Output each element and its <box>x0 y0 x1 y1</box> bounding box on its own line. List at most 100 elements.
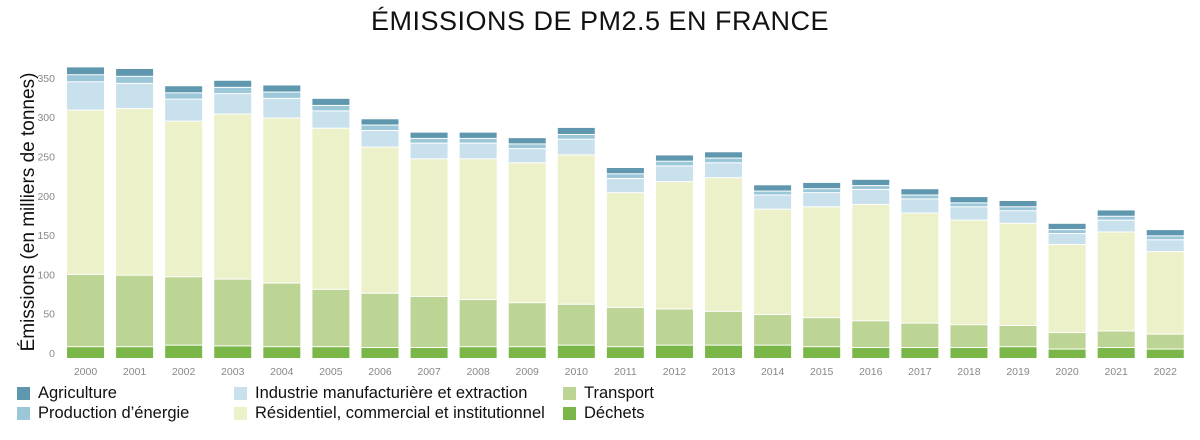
bar-segment <box>606 193 644 307</box>
bar-segment <box>901 195 939 199</box>
bar-segment <box>1097 216 1135 220</box>
bar-segment <box>901 199 939 213</box>
bar-segment <box>1048 333 1086 349</box>
legend-swatch-production-energie <box>17 407 30 420</box>
bar-segment <box>999 223 1037 325</box>
bar-segment <box>705 152 743 158</box>
legend-swatch-dechets <box>563 407 576 420</box>
x-tick-label: 2007 <box>417 366 441 378</box>
bar-segment <box>1048 223 1086 230</box>
chart-title: ÉMISSIONS DE PM2.5 EN FRANCE <box>370 6 830 36</box>
bar-segment <box>67 75 104 82</box>
bar-segment <box>950 325 988 347</box>
bar-segment <box>999 201 1037 207</box>
bar-segment <box>950 203 988 207</box>
bar-segment <box>1097 232 1135 331</box>
x-tick-label: 2018 <box>957 366 981 378</box>
bar-segment <box>214 279 252 346</box>
bar-segment <box>803 182 841 189</box>
bar-segment <box>214 346 252 358</box>
bar-segment <box>361 131 399 147</box>
bar-segment <box>999 325 1037 347</box>
bar-segment <box>705 311 743 345</box>
bar-segment <box>116 275 154 347</box>
bar-segment <box>1146 252 1184 334</box>
x-tick-label: 2022 <box>1154 366 1178 378</box>
bar-segment <box>754 185 792 191</box>
bar-segment <box>655 166 693 182</box>
bar-segment <box>803 189 841 193</box>
bar-segment <box>557 345 595 358</box>
x-tick-label: 2002 <box>172 366 196 378</box>
bar-segment <box>410 143 448 159</box>
legend-label: Transport <box>584 384 654 402</box>
bar-segment <box>1097 210 1135 216</box>
bar-segment <box>901 213 939 323</box>
bar-segment <box>950 220 988 325</box>
bar-segment <box>361 125 399 131</box>
bar-segment <box>557 127 595 134</box>
bar-segment <box>459 347 497 358</box>
bar-segment <box>361 347 399 358</box>
bar-segment <box>557 134 595 139</box>
bar-segment <box>312 289 350 347</box>
bar-segment <box>1097 331 1135 347</box>
bar-segment <box>950 207 988 220</box>
bar-segment <box>214 87 252 94</box>
bar-segment <box>557 139 595 155</box>
bar-segment <box>67 347 104 358</box>
bar-segment <box>1097 347 1135 358</box>
bar-segment <box>852 321 890 347</box>
bar-segment <box>852 347 890 358</box>
bar-segment <box>116 76 154 83</box>
bar-segment <box>165 121 203 277</box>
bar-segment <box>852 204 890 321</box>
legend-swatch-residentiel <box>234 407 247 420</box>
bar-segment <box>312 128 350 289</box>
bar-segment <box>165 277 203 345</box>
bar-segment <box>1048 245 1086 333</box>
bar-segment <box>508 144 546 149</box>
y-tick-label: 350 <box>37 73 55 85</box>
x-tick-label: 2019 <box>1006 366 1030 378</box>
bar-segment <box>508 149 546 163</box>
bar-segment <box>263 118 301 283</box>
x-tick-label: 2004 <box>270 366 294 378</box>
bar-segment <box>557 155 595 304</box>
bar-segment <box>459 143 497 159</box>
bar-segment <box>116 68 154 76</box>
x-tick-label: 2013 <box>712 366 736 378</box>
bar-segment <box>1146 240 1184 252</box>
legend-label: Agriculture <box>38 384 117 402</box>
bar-segment <box>999 211 1037 223</box>
legend-item-agriculture: Agriculture <box>17 384 117 403</box>
bar-segment <box>557 304 595 345</box>
bar-segment <box>165 93 203 99</box>
bar-segment <box>263 85 301 92</box>
bar-segment <box>1146 334 1184 349</box>
bar-segment <box>165 99 203 121</box>
bar-segment <box>1048 234 1086 245</box>
legend-swatch-industrie <box>234 387 247 400</box>
bar-segment <box>901 323 939 347</box>
bar-segment <box>116 347 154 358</box>
bar-segment <box>1146 236 1184 240</box>
x-tick-label: 2015 <box>810 366 834 378</box>
bar-segment <box>1048 230 1086 234</box>
bar-segment <box>606 179 644 193</box>
bar-segment <box>263 347 301 358</box>
bar-segment <box>655 182 693 309</box>
bar-segment <box>803 207 841 318</box>
bar-segment <box>754 345 792 358</box>
bar-segment <box>803 193 841 207</box>
legend-label: Résidentiel, commercial et institutionne… <box>255 404 545 422</box>
x-tick-label: 2005 <box>319 366 343 378</box>
bar-segment <box>410 347 448 358</box>
bar-segment <box>361 147 399 293</box>
bar-segment <box>312 105 350 111</box>
bar-segment <box>606 347 644 358</box>
bar-segment <box>459 159 497 300</box>
bar-segment <box>705 163 743 178</box>
legend-label: Industrie manufacturière et extraction <box>255 384 528 402</box>
y-tick-label: 50 <box>43 309 55 321</box>
